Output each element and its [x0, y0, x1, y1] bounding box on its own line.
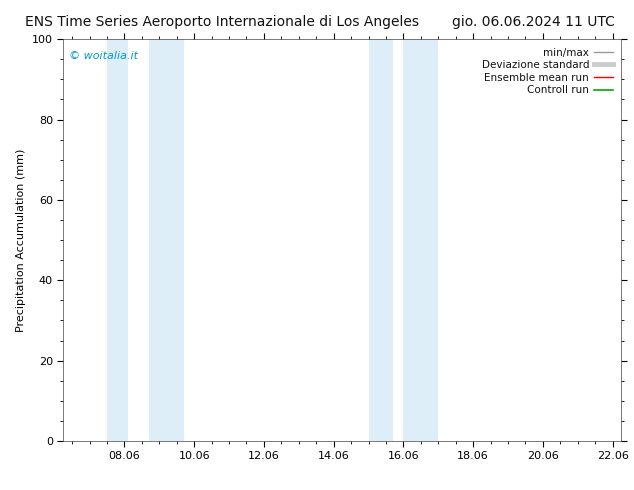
Text: ENS Time Series Aeroporto Internazionale di Los Angeles: ENS Time Series Aeroporto Internazionale… — [25, 15, 419, 29]
Bar — [368, 39, 393, 441]
Legend: min/max, Deviazione standard, Ensemble mean run, Controll run: min/max, Deviazione standard, Ensemble m… — [479, 45, 616, 98]
Bar — [403, 39, 438, 441]
Text: © woitalia.it: © woitalia.it — [69, 51, 138, 61]
Bar — [107, 39, 128, 441]
Y-axis label: Precipitation Accumulation (mm): Precipitation Accumulation (mm) — [16, 148, 27, 332]
Bar — [149, 39, 184, 441]
Text: gio. 06.06.2024 11 UTC: gio. 06.06.2024 11 UTC — [452, 15, 615, 29]
